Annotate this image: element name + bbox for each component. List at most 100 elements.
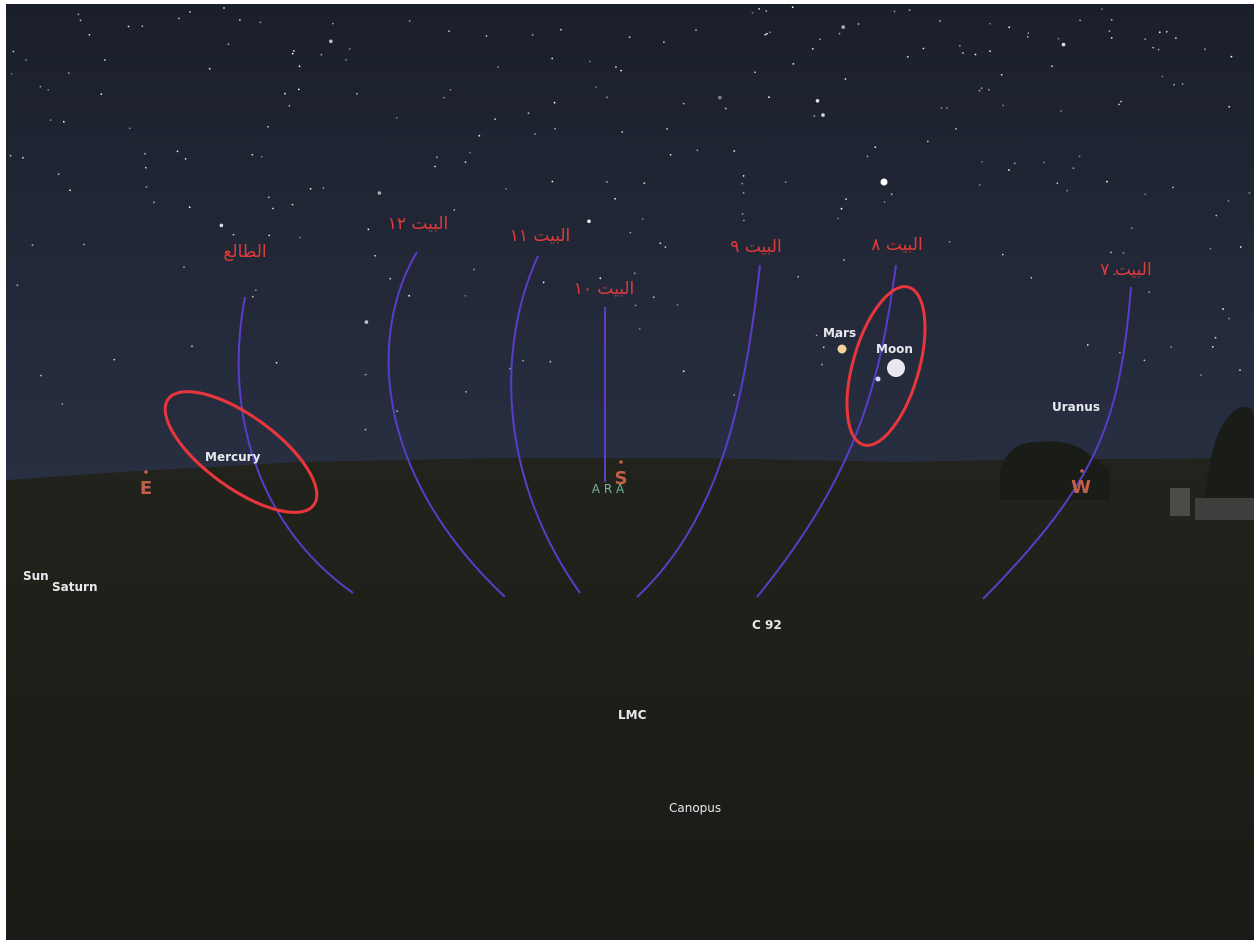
star: [378, 191, 382, 195]
star: [1170, 346, 1172, 348]
star: [891, 193, 893, 195]
star: [494, 118, 496, 120]
star: [505, 188, 507, 190]
star: [25, 59, 27, 61]
star: [145, 167, 147, 169]
star: [606, 181, 608, 183]
star: [614, 198, 616, 200]
star: [587, 220, 591, 224]
star: [1118, 104, 1120, 106]
star: [959, 45, 961, 47]
star: [843, 259, 845, 261]
star: [1002, 254, 1004, 256]
star: [1051, 65, 1053, 67]
star: [1144, 38, 1146, 40]
compass-dot: [619, 460, 623, 464]
star: [1027, 36, 1029, 38]
star: [606, 97, 608, 99]
star: [946, 107, 948, 109]
star: [923, 48, 925, 50]
star: [979, 90, 981, 92]
star: [551, 58, 553, 60]
star: [228, 43, 230, 45]
star: [10, 155, 12, 157]
star: [894, 11, 896, 13]
star: [534, 133, 536, 135]
star: [356, 93, 358, 95]
star: [478, 135, 480, 137]
star: [443, 97, 445, 99]
star: [858, 23, 860, 25]
star: [813, 115, 815, 117]
star: [909, 9, 911, 11]
star: [465, 161, 467, 163]
star: [543, 282, 545, 284]
star: [11, 73, 13, 75]
star: [292, 204, 294, 206]
star: [129, 127, 131, 129]
star: [742, 213, 744, 215]
star: [743, 175, 745, 177]
star: [845, 78, 847, 80]
compass-label: E: [140, 478, 152, 499]
star: [1239, 369, 1241, 371]
star: [374, 255, 376, 257]
star: [532, 34, 534, 36]
star: [465, 391, 467, 393]
house-label: الطالع: [223, 242, 266, 262]
star: [1210, 248, 1212, 250]
star: [141, 25, 143, 27]
star: [1173, 84, 1175, 86]
star: [69, 189, 71, 191]
building: [1170, 488, 1190, 516]
star: [58, 173, 60, 175]
star: [1159, 31, 1161, 33]
star: [146, 186, 148, 188]
star: [293, 50, 295, 52]
star: [497, 66, 499, 68]
star: [78, 14, 80, 16]
star: [332, 23, 334, 25]
star: [841, 208, 843, 210]
star: [268, 235, 270, 237]
star: [837, 218, 839, 220]
star: [733, 150, 735, 152]
star: [40, 375, 42, 377]
star: [989, 23, 991, 25]
star: [718, 96, 722, 100]
star: [1008, 26, 1010, 28]
star: [754, 71, 756, 73]
star: [1166, 31, 1168, 33]
star: [1222, 308, 1224, 310]
star: [1058, 38, 1060, 40]
star: [1087, 344, 1089, 346]
star: [766, 33, 768, 35]
star: [1144, 193, 1146, 195]
star: [988, 89, 990, 91]
star: [191, 345, 193, 347]
star: [552, 181, 554, 183]
star: [177, 151, 179, 153]
star: [365, 374, 367, 376]
star: [589, 61, 591, 63]
star: [1079, 20, 1081, 22]
star: [434, 166, 436, 168]
star: [821, 113, 825, 117]
star: [639, 328, 641, 330]
star: [816, 99, 820, 103]
compass-label: W: [1071, 477, 1091, 498]
star: [284, 93, 286, 95]
star: [1240, 246, 1242, 248]
star: [251, 154, 253, 156]
star: [665, 246, 667, 248]
star: [949, 241, 951, 243]
star: [629, 36, 631, 38]
star: [1056, 182, 1058, 184]
star: [408, 295, 410, 297]
star: [725, 108, 727, 110]
star: [845, 198, 847, 200]
star: [267, 126, 269, 128]
star: [979, 184, 981, 186]
star: [743, 220, 745, 222]
object-label: LMC: [618, 708, 647, 722]
